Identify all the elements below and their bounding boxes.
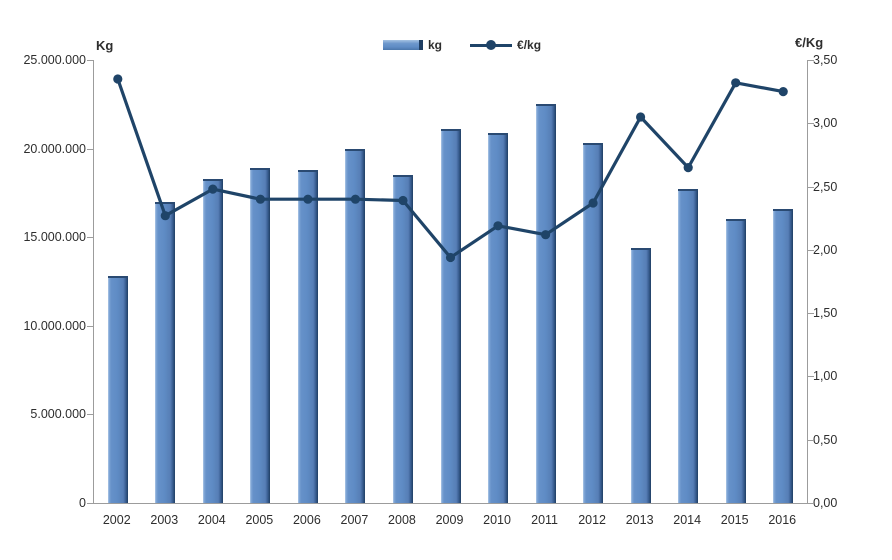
x-axis-label-2008: 2008: [388, 513, 416, 527]
left-axis-title: Kg: [96, 38, 114, 53]
left-tick-mark: [87, 414, 93, 416]
right-tick-mark: [808, 376, 814, 378]
bar-2009: [440, 129, 461, 503]
x-axis-label-2005: 2005: [245, 513, 274, 527]
line-marker-2007: [350, 194, 360, 204]
x-axis-label-2009: 2009: [435, 513, 464, 527]
line-marker-dot-icon: [486, 40, 497, 50]
right-tick-label: 2,50: [813, 179, 838, 194]
bar-2002: [107, 276, 128, 503]
line-marker-2002: [113, 74, 123, 84]
x-axis-label-2006: 2006: [292, 513, 321, 527]
bar-2013: [630, 247, 651, 503]
line-marker-2003: [160, 211, 170, 221]
legend-label-eur-per-kg: €/kg: [517, 38, 542, 52]
left-tick-mark: [87, 325, 93, 327]
right-tick-label: 0,00: [813, 496, 838, 510]
x-axis-label-2015: 2015: [720, 513, 749, 527]
legend-label-kg: kg: [428, 38, 443, 52]
x-axis-label-2012: 2012: [578, 513, 606, 527]
line-marker-2006: [303, 194, 313, 204]
bar-2012: [583, 143, 604, 503]
right-tick-label: 3,00: [813, 116, 838, 131]
left-tick-label: 25.000.000: [23, 53, 86, 67]
left-tick-mark: [87, 503, 93, 504]
left-tick-mark: [87, 148, 93, 150]
x-axis-label-2002: 2002: [102, 513, 131, 527]
x-axis-label-2004: 2004: [197, 513, 226, 527]
left-tick-label: 5.000.000: [30, 407, 86, 422]
right-tick-mark: [808, 503, 814, 504]
line-marker-2014: [683, 163, 693, 173]
right-tick-mark: [808, 186, 814, 188]
bar-2005: [250, 168, 271, 503]
right-tick-label: 1,50: [813, 306, 838, 321]
left-tick-label: 0: [79, 496, 86, 510]
x-axis-label-2003: 2003: [150, 513, 179, 527]
line-marker-2005: [255, 194, 265, 204]
line-marker-2011: [541, 230, 551, 240]
x-axis-labels: 2002 2003 2004 2005 2006 2007 2008 2009 2010 2011…: [93, 513, 806, 533]
left-tick-label: 15.000.000: [23, 230, 86, 245]
right-tick-label: 2,00: [813, 242, 838, 257]
bar-2006: [297, 169, 318, 503]
legend-item-kg: kg: [383, 38, 442, 52]
line-marker-2012: [588, 198, 598, 208]
bar-2008: [392, 175, 413, 503]
line-marker-2004: [208, 184, 218, 194]
x-axis-label-2014: 2014: [673, 513, 702, 527]
bar-2003: [155, 201, 176, 503]
legend-item-eur-per-kg: €/kg: [470, 38, 541, 52]
line-marker-2016: [778, 87, 788, 97]
x-axis-label-2016: 2016: [768, 513, 797, 527]
right-axis-title: €/Kg: [795, 35, 824, 50]
line-marker-2009: [445, 252, 456, 263]
bar-2016: [773, 208, 794, 503]
right-tick-mark: [808, 60, 814, 61]
right-tick-mark: [808, 313, 814, 315]
bar-2007: [345, 148, 366, 503]
right-tick-label: 1,00: [813, 369, 838, 384]
x-axis-label-2011: 2011: [531, 513, 559, 527]
line-marker-2008: [398, 195, 408, 206]
right-tick-label: 0,50: [813, 432, 838, 447]
right-tick-mark: [808, 249, 814, 251]
left-tick-label: 20.000.000: [23, 141, 86, 156]
plot-area: [87, 60, 814, 504]
line-marker-2013: [636, 112, 646, 122]
line-marker-2010: [493, 221, 503, 231]
bar-2011: [535, 104, 556, 503]
bar-2014: [678, 189, 699, 503]
bar-series-swatch-icon: [383, 40, 423, 50]
left-tick-mark: [87, 60, 93, 61]
line-series-svg: [113, 74, 788, 263]
bar-2015: [725, 219, 746, 503]
x-axis-label-2010: 2010: [483, 513, 511, 527]
right-tick-mark: [808, 439, 814, 441]
left-tick-mark: [87, 237, 93, 239]
left-tick-label: 10.000.000: [23, 318, 86, 333]
eur-per-kg-line: [116, 78, 784, 260]
line-series-swatch-icon: [470, 40, 513, 50]
legend: kg €/kg: [383, 38, 541, 52]
left-axis-tick-labels: 25.000.000 20.000.000 15.000.000 10.000.000…: [0, 53, 86, 510]
right-axis-tick-labels: 3,50 3,00 2,50 2,00 1,50 1,00 0,50 0,00: [813, 53, 883, 510]
bar-2004: [202, 178, 223, 503]
x-axis-label-2013: 2013: [625, 513, 654, 527]
x-axis-label-2007: 2007: [340, 513, 369, 527]
right-tick-mark: [808, 123, 814, 125]
right-tick-label: 3,50: [813, 53, 838, 67]
line-marker-2015: [731, 78, 741, 88]
